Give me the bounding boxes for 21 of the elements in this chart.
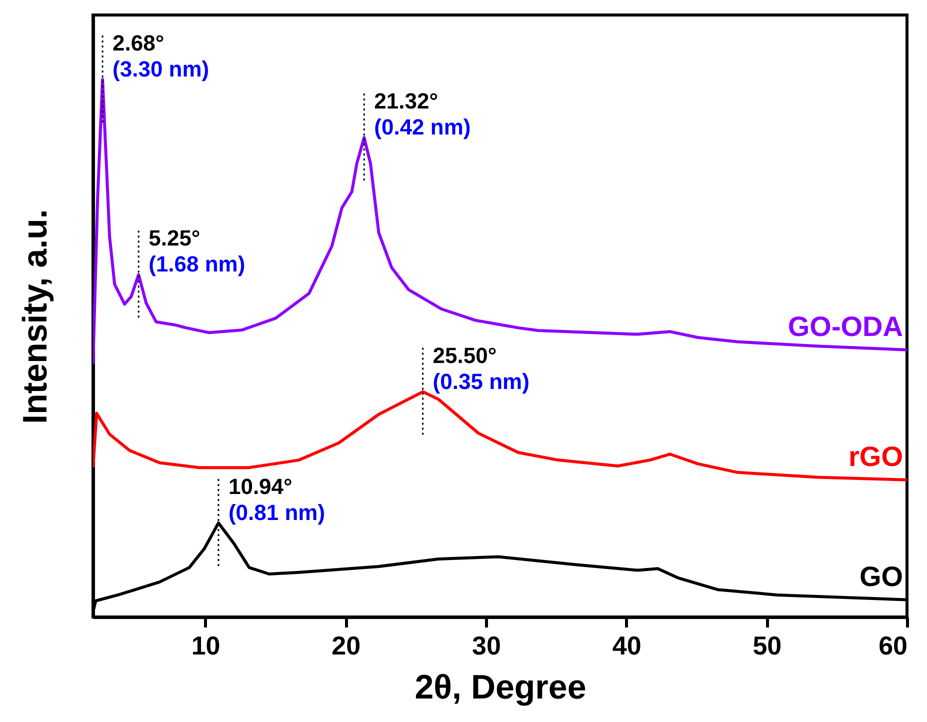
series-label: GO bbox=[859, 560, 903, 592]
x-tick-label: 60 bbox=[878, 630, 908, 660]
annotation: 2.68° bbox=[112, 30, 164, 56]
x-tick-label: 10 bbox=[191, 630, 220, 660]
series-label: rGO bbox=[848, 440, 903, 472]
annotation: 25.50° bbox=[432, 342, 497, 368]
series-label: GO-ODA bbox=[788, 310, 903, 342]
annotation: 10.94° bbox=[228, 474, 292, 499]
x-axis-title: 2θ, Degree bbox=[414, 668, 586, 706]
annotation: (1.68 nm) bbox=[148, 252, 246, 277]
x-tick-label: 50 bbox=[752, 630, 782, 660]
annotation: (0.35 nm) bbox=[432, 368, 530, 394]
annotation: 5.25° bbox=[148, 226, 200, 251]
annotation: 21.32° bbox=[374, 88, 438, 114]
x-tick-label: 20 bbox=[332, 630, 361, 660]
x-tick-label: 40 bbox=[612, 630, 642, 660]
x-tick-label: 30 bbox=[472, 630, 501, 660]
annotation: (3.30 nm) bbox=[112, 56, 210, 82]
y-axis-title: Intensity, a.u. bbox=[16, 209, 54, 424]
annotation: (0.81 nm) bbox=[228, 500, 326, 525]
annotation: (0.42 nm) bbox=[374, 114, 471, 140]
